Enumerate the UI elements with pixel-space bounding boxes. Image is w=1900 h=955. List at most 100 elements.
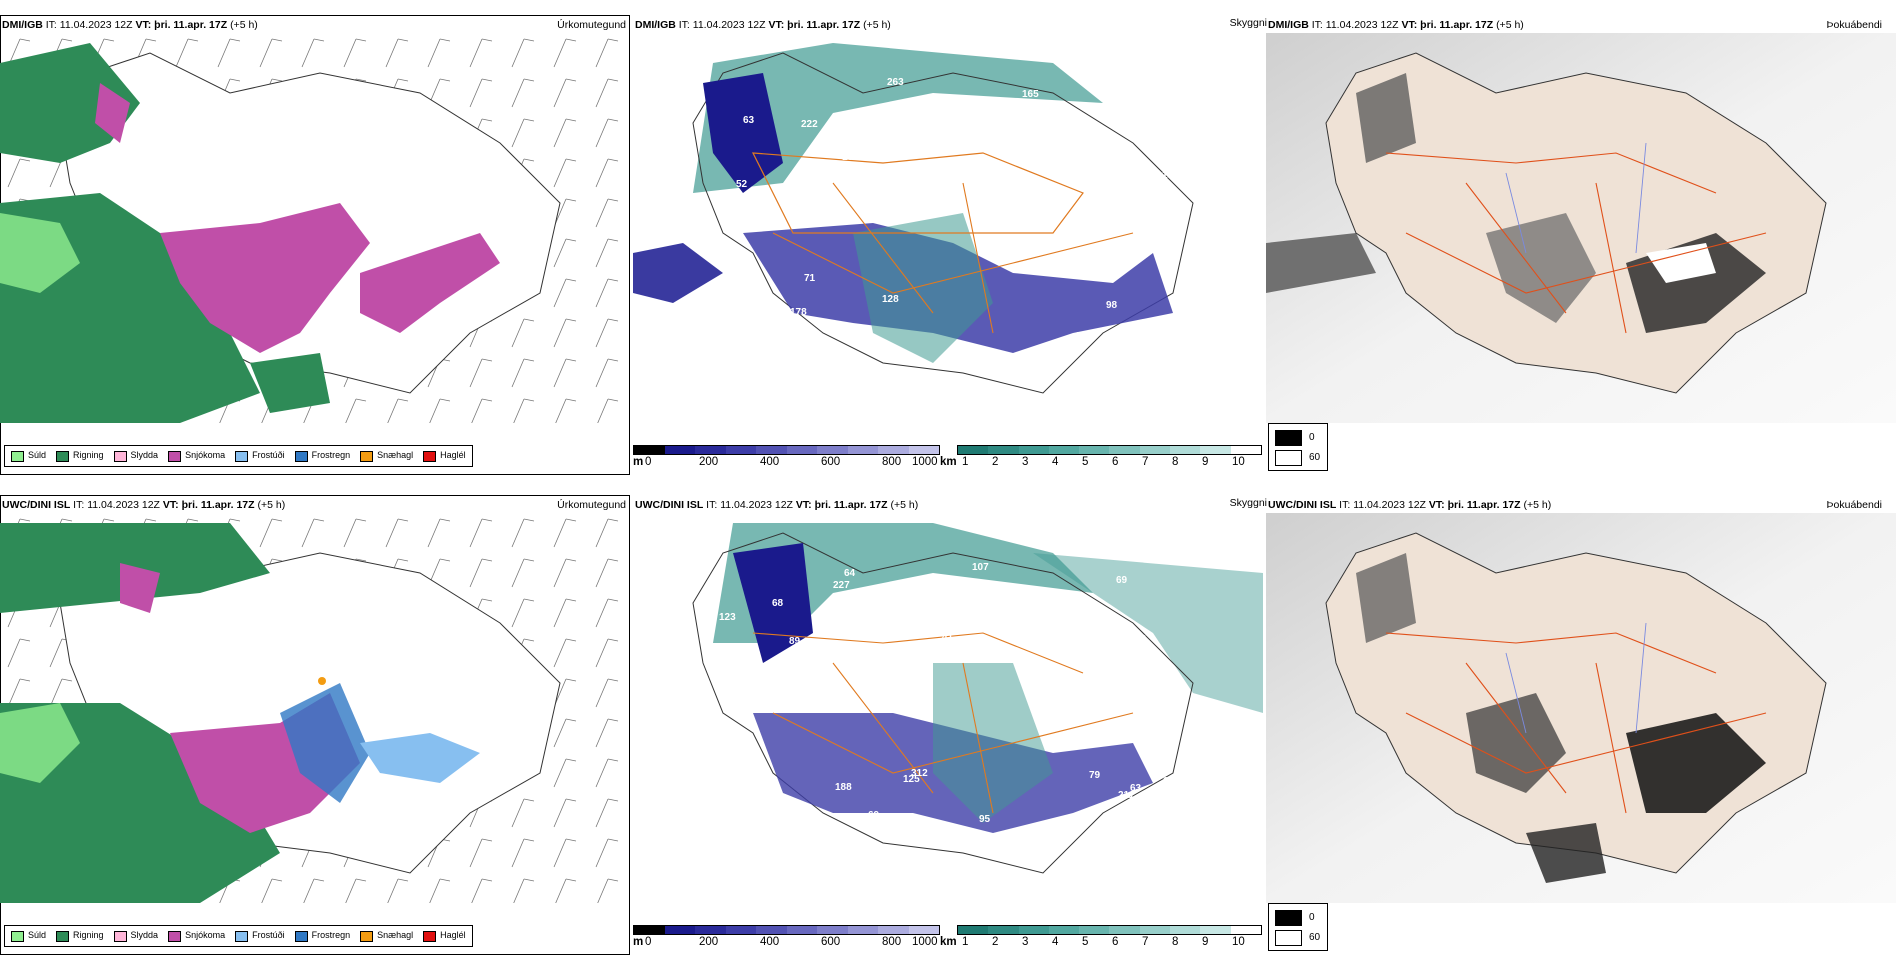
scale-km <box>957 925 1262 935</box>
visibility-value-label: 87 <box>994 586 1006 597</box>
legend-item: Snæhagl <box>360 450 413 462</box>
visibility-value-label: 128 <box>882 294 899 305</box>
legend-item: Rigning <box>56 930 104 942</box>
visibility-value-label: 71 <box>804 273 816 284</box>
visibility-value-label: 164 <box>932 146 949 157</box>
visibility-value-label: 63 <box>738 710 750 721</box>
panel-title: Þokuábendi <box>1826 19 1882 31</box>
visibility-value-label: 62 <box>1029 240 1041 251</box>
fog-map <box>1266 513 1896 903</box>
visibility-value-label: 63 <box>873 210 885 221</box>
visibility-value-label: 118 <box>1090 683 1107 694</box>
panel-header: UWC/DINI ISL IT: 11.04.2023 12Z VT: þri.… <box>1268 499 1552 511</box>
visibility-value-label: 98 <box>717 319 729 330</box>
panel-header: DMI/IGB IT: 11.04.2023 12Z VT: þri. 11.a… <box>2 19 258 31</box>
visibility-value-label: 234 <box>957 167 974 178</box>
legend-item: Frostregn <box>294 930 350 942</box>
visibility-value-label: 188 <box>1075 331 1092 342</box>
visibility-value-label: 89 <box>789 636 801 647</box>
panel-title: Úrkomutegund <box>557 19 626 31</box>
visibility-value-label: 41 <box>942 632 954 643</box>
visibility-value-label: 43 <box>1120 105 1132 116</box>
scale-m <box>633 445 940 455</box>
visibility-map: 79 48 63 41 66 64 80 188 69 89 84 123 118 101 104 68 211… <box>633 513 1263 903</box>
legend-item: Frostúði <box>235 930 285 942</box>
visibility-value-label: 191 <box>1163 776 1180 787</box>
legend-item: Haglél <box>423 450 466 462</box>
visibility-value-label: 83 <box>1119 145 1131 156</box>
visibility-value-label: 312 <box>911 768 928 779</box>
visibility-value-label: 102 <box>1032 667 1049 678</box>
fog-panel-top: DMI/IGB IT: 11.04.2023 12Z VT: þri. 11.a… <box>1266 15 1896 475</box>
visibility-value-label: 63 <box>1130 783 1142 794</box>
visibility-value-label: 48 <box>1135 634 1147 645</box>
visibility-value-label: 107 <box>882 194 899 205</box>
visibility-value-label: 100 <box>842 152 859 163</box>
visibility-value-label: 100 <box>989 132 1006 143</box>
panel-header: UWC/DINI ISL IT: 11.04.2023 12Z VT: þri.… <box>2 499 286 511</box>
visibility-value-label: 69 <box>868 810 880 821</box>
visibility-value-label: 80 <box>1098 651 1110 662</box>
legend-item: Haglél <box>423 930 466 942</box>
visibility-value-label: 52 <box>736 179 748 190</box>
panel-title: Skyggni <box>1229 497 1267 509</box>
scale-m <box>633 925 940 935</box>
visibility-value-label: 227 <box>833 580 850 591</box>
fog-legend: 0 60 <box>1268 423 1328 471</box>
legend-item: Snæhagl <box>360 930 413 942</box>
visibility-value-label: 81 <box>751 275 763 286</box>
visibility-value-label: 68 <box>772 598 784 609</box>
panel-title: Skyggni <box>1229 17 1267 29</box>
precip-map <box>0 33 630 423</box>
visibility-value-label: 74 <box>1027 634 1039 645</box>
fog-panel-bottom: UWC/DINI ISL IT: 11.04.2023 12Z VT: þri.… <box>1266 495 1896 955</box>
precip-map <box>0 513 630 903</box>
visibility-value-label: 64 <box>844 568 856 579</box>
visibility-value-label: 125 <box>903 774 920 785</box>
legend-item: Slydda <box>113 930 158 942</box>
legend-item: Frostúði <box>235 450 285 462</box>
legend-item: Snjókoma <box>168 930 225 942</box>
precip-panel-bottom: UWC/DINI ISL IT: 11.04.2023 12Z VT: þri.… <box>0 495 630 955</box>
visibility-value-label: 63 <box>743 115 755 126</box>
visibility-value-label: 96 <box>885 118 897 129</box>
visibility-value-label: 84 <box>1138 658 1150 669</box>
visibility-value-label: 140 <box>897 119 914 130</box>
visibility-panel-top: DMI/IGB IT: 11.04.2023 12Z VT: þri. 11.a… <box>633 15 1267 475</box>
visibility-value-label: 66 <box>732 806 744 817</box>
panel-header: UWC/DINI ISL IT: 11.04.2023 12Z VT: þri.… <box>635 499 919 511</box>
visibility-value-label: 101 <box>874 822 891 833</box>
visibility-value-label: 104 <box>727 775 744 786</box>
legend-item: Snjókoma <box>168 450 225 462</box>
visibility-value-label: 123 <box>719 612 736 623</box>
panel-title: Úrkomutegund <box>557 499 626 511</box>
precip-legend: Súld Rigning Slydda Snjókoma Frostúði Fr… <box>4 445 473 467</box>
panel-title: Þokuábendi <box>1826 499 1882 511</box>
visibility-value-label: 98 <box>1106 300 1118 311</box>
visibility-value-label: 85 <box>993 238 1005 249</box>
visibility-map: 45 52 43 63 100 63 96 164 81 100 98 178 140 234 62 63 26… <box>633 33 1263 423</box>
visibility-value-label: 165 <box>1022 89 1039 100</box>
precip-panel-top: DMI/IGB IT: 11.04.2023 12Z VT: þri. 11.a… <box>0 15 630 475</box>
scale-km <box>957 445 1262 455</box>
visibility-value-label: 45 <box>1112 332 1124 343</box>
visibility-value-label: 64 <box>730 706 742 717</box>
legend-item: Súld <box>11 450 46 462</box>
fog-map <box>1266 33 1896 423</box>
legend-item: Rigning <box>56 450 104 462</box>
visibility-value-label: 222 <box>801 119 818 130</box>
visibility-value-label: 63 <box>758 336 770 347</box>
visibility-value-label: 79 <box>1089 770 1101 781</box>
precip-legend: Súld Rigning Slydda Snjókoma Frostúði Fr… <box>4 925 473 947</box>
fog-legend: 0 60 <box>1268 903 1328 951</box>
visibility-scale: m 0 200 400 600 800 1000 km 1 2 3 4 5 6 … <box>633 443 1263 473</box>
visibility-value-label: 211 <box>1118 790 1135 801</box>
visibility-value-label: 263 <box>887 77 904 88</box>
legend-item: Súld <box>11 930 46 942</box>
visibility-value-label: 69 <box>1116 575 1128 586</box>
legend-item: Frostregn <box>294 450 350 462</box>
visibility-panel-bottom: UWC/DINI ISL IT: 11.04.2023 12Z VT: þri.… <box>633 495 1267 955</box>
visibility-value-label: 178 <box>790 307 807 318</box>
visibility-scale: m 0 200 400 600 800 1000 km 1 2 3 4 5 6 … <box>633 923 1263 953</box>
visibility-value-label: 568 <box>1102 658 1119 669</box>
